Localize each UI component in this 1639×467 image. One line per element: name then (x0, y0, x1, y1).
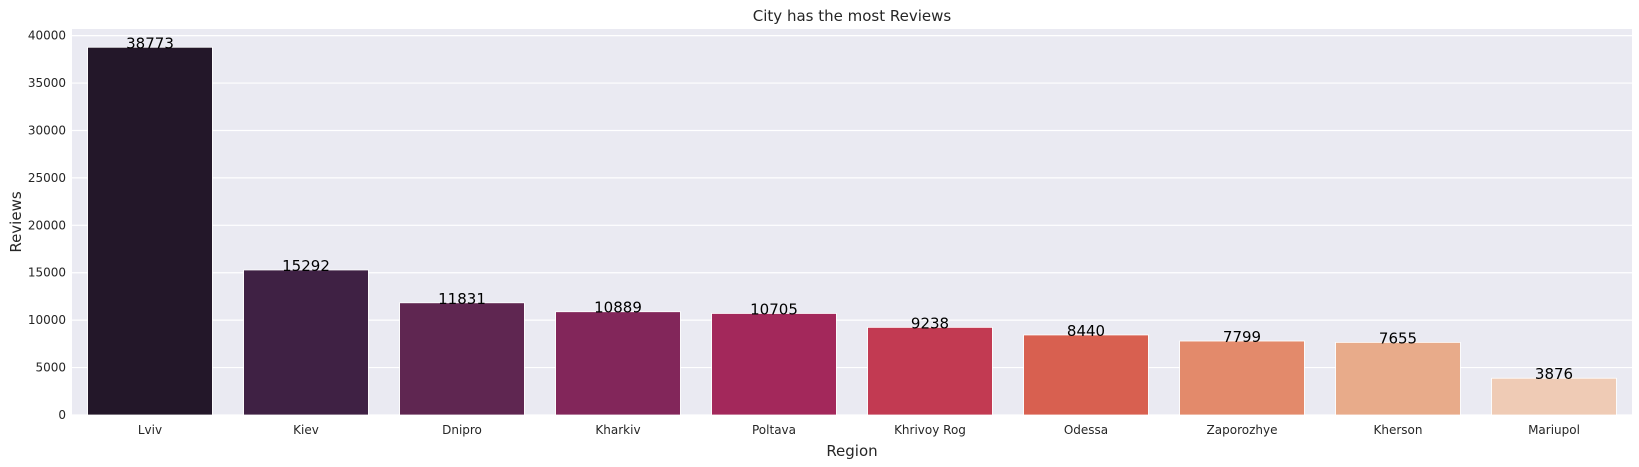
bar (1023, 334, 1149, 416)
y-tick-label: 30000 (28, 123, 66, 137)
y-tick-label: 10000 (28, 313, 66, 327)
bars (87, 46, 1617, 416)
data-label: 7799 (1223, 328, 1261, 346)
data-label: 8440 (1067, 322, 1105, 340)
y-tick-label: 5000 (35, 361, 66, 375)
bar (1179, 340, 1305, 416)
bar (399, 302, 525, 416)
y-tick-label: 35000 (28, 76, 66, 90)
data-label: 15292 (282, 257, 330, 275)
bar (1335, 341, 1461, 416)
x-tick-label: Dnipro (442, 423, 482, 437)
y-tick-label: 25000 (28, 171, 66, 185)
y-tick-label: 40000 (28, 29, 66, 43)
bar (711, 313, 837, 416)
chart-title: City has the most Reviews (753, 7, 952, 25)
data-labels: 38773 15292 11831 10889 10705 9238 8440 7799 765… (126, 34, 1573, 383)
y-axis-label: Reviews (7, 191, 25, 253)
data-label: 10889 (594, 299, 642, 317)
bar (87, 46, 213, 416)
data-label: 38773 (126, 34, 174, 52)
x-tick-label: Mariupol (1528, 423, 1580, 437)
x-tick-label: Lviv (138, 423, 162, 437)
data-label: 11831 (438, 290, 486, 308)
x-tick-label: Zaporozhye (1207, 423, 1278, 437)
y-axis-ticks: 0 5000 10000 15000 20000 25000 30000 35000 40000 (28, 29, 66, 422)
data-label: 7655 (1379, 329, 1417, 347)
x-tick-label: Kiev (293, 423, 319, 437)
x-tick-label: Odessa (1064, 423, 1108, 437)
data-label: 10705 (750, 300, 798, 318)
bar (867, 326, 993, 416)
y-tick-label: 20000 (28, 218, 66, 232)
data-label: 9238 (911, 314, 949, 332)
x-tick-label: Khrivoy Rog (894, 423, 966, 437)
x-tick-label: Poltava (752, 423, 796, 437)
bar (555, 311, 681, 416)
y-tick-label: 0 (58, 408, 66, 422)
x-axis-label: Region (826, 442, 877, 460)
x-tick-label: Kherson (1374, 423, 1423, 437)
x-tick-label: Kharkiv (595, 423, 640, 437)
bar (243, 269, 369, 416)
data-label: 3876 (1535, 365, 1573, 383)
x-axis-ticks: Lviv Kiev Dnipro Kharkiv Poltava Khrivoy Rog O… (138, 423, 1580, 437)
y-tick-label: 15000 (28, 266, 66, 280)
bar (1491, 377, 1617, 416)
